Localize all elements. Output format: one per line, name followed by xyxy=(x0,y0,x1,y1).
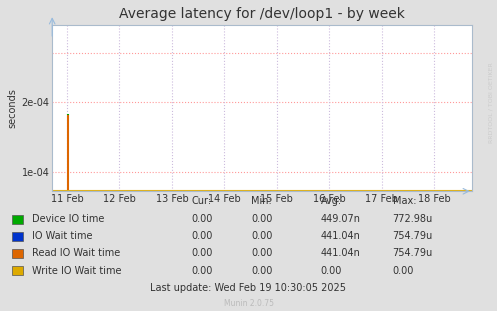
Text: 0.00: 0.00 xyxy=(251,266,272,276)
Text: Munin 2.0.75: Munin 2.0.75 xyxy=(224,299,273,308)
Text: 449.07n: 449.07n xyxy=(321,214,360,224)
Text: 0.00: 0.00 xyxy=(251,231,272,241)
Text: 0.00: 0.00 xyxy=(191,248,213,258)
Y-axis label: seconds: seconds xyxy=(7,88,17,128)
Text: Last update: Wed Feb 19 10:30:05 2025: Last update: Wed Feb 19 10:30:05 2025 xyxy=(151,283,346,293)
Text: 754.79u: 754.79u xyxy=(393,248,433,258)
Text: Avg:: Avg: xyxy=(321,196,342,206)
Text: 0.00: 0.00 xyxy=(191,214,213,224)
Text: 441.04n: 441.04n xyxy=(321,248,360,258)
Text: IO Wait time: IO Wait time xyxy=(32,231,93,241)
Text: Cur:: Cur: xyxy=(191,196,211,206)
Text: 0.00: 0.00 xyxy=(251,248,272,258)
Text: 0.00: 0.00 xyxy=(191,266,213,276)
Text: 0.00: 0.00 xyxy=(321,266,342,276)
Text: Read IO Wait time: Read IO Wait time xyxy=(32,248,121,258)
Text: Min:: Min: xyxy=(251,196,272,206)
Text: RRDTOOL / TOBI OETIKER: RRDTOOL / TOBI OETIKER xyxy=(489,62,494,143)
Text: Device IO time: Device IO time xyxy=(32,214,105,224)
Title: Average latency for /dev/loop1 - by week: Average latency for /dev/loop1 - by week xyxy=(119,7,405,21)
Text: Write IO Wait time: Write IO Wait time xyxy=(32,266,122,276)
Text: 754.79u: 754.79u xyxy=(393,231,433,241)
Text: 0.00: 0.00 xyxy=(191,231,213,241)
Text: 441.04n: 441.04n xyxy=(321,231,360,241)
Text: 772.98u: 772.98u xyxy=(393,214,433,224)
Text: 0.00: 0.00 xyxy=(393,266,414,276)
Text: 0.00: 0.00 xyxy=(251,214,272,224)
Text: Max:: Max: xyxy=(393,196,416,206)
